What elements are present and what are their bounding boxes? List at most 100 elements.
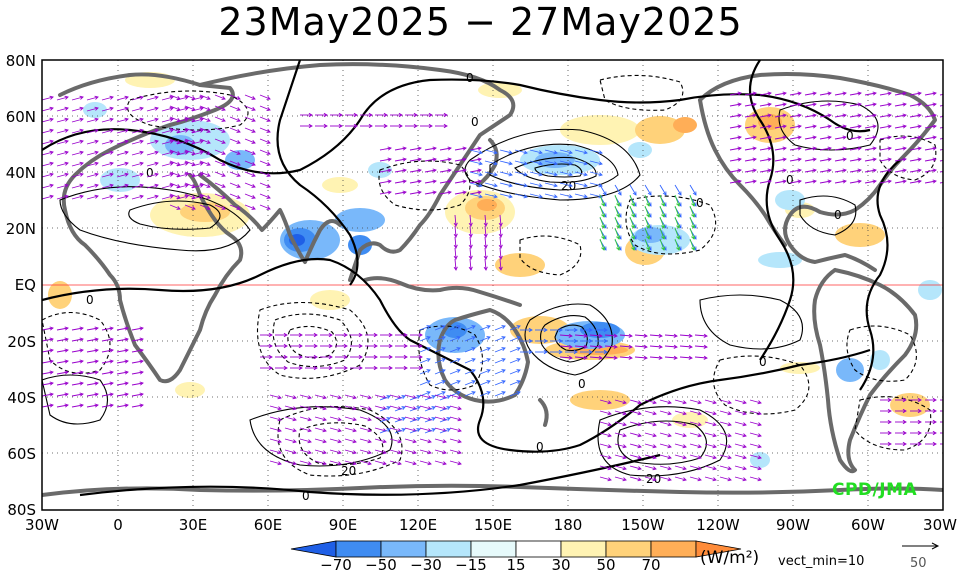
vector-arrow [774, 92, 787, 96]
colorbar-tick-label: −15 [455, 556, 487, 574]
vector-arrow [909, 180, 922, 184]
vector-arrowhead [872, 157, 877, 162]
vector-arrowhead [343, 343, 348, 349]
vector-arrowhead [79, 117, 84, 122]
vector-arrow [789, 114, 802, 118]
vector-arrow [269, 438, 282, 443]
vector-arrow [484, 225, 487, 238]
vector-arrow [71, 404, 84, 408]
vector-arrowhead [471, 391, 476, 395]
vector-arrow [894, 158, 907, 162]
vector-arrowhead [757, 444, 762, 449]
contour-label: 20 [341, 464, 356, 478]
vector-arrowhead [742, 422, 747, 427]
vector-arrowhead [398, 112, 403, 118]
vector-arrow [169, 116, 181, 122]
vector-arrowhead [501, 325, 506, 329]
vector-arrow [161, 96, 174, 101]
vector-arrowhead [49, 128, 54, 133]
vector-arrowhead [154, 194, 159, 199]
vector-arrowhead [462, 146, 467, 151]
vector-arrowhead [543, 349, 548, 355]
vector-arrowhead [266, 107, 271, 111]
vector-arrow [749, 410, 762, 415]
vector-arrowhead [471, 347, 476, 351]
vector-arrow [629, 432, 642, 437]
vector-arrowhead [64, 326, 69, 331]
vector-arrow [644, 184, 652, 196]
vector-arrow [759, 92, 772, 96]
vector-arrowhead [64, 359, 69, 364]
vector-arrowhead [887, 397, 892, 403]
vector-arrow [146, 129, 159, 134]
vector-arrowhead [124, 139, 129, 144]
vector-arrowhead [742, 400, 747, 405]
vector-arrowhead [917, 146, 922, 151]
vector-arrow [619, 345, 633, 348]
vector-arrowhead [154, 150, 159, 155]
vector-arrowhead [426, 347, 431, 351]
vector-arrow [131, 349, 144, 353]
vector-arrowhead [932, 113, 937, 118]
vector-arrow [599, 184, 607, 196]
vector-arrow [314, 416, 327, 421]
vector-arrowhead [662, 191, 667, 196]
vector-arrow [864, 125, 877, 129]
vector-arrow [199, 138, 211, 144]
vector-arrow [484, 160, 498, 165]
vector-arrowhead [426, 358, 431, 362]
vector-arrow [559, 334, 573, 337]
vector-arrowhead [528, 349, 533, 355]
vector-arrowhead [64, 392, 69, 397]
vector-arrowhead [428, 112, 433, 118]
vector-arrowhead [558, 338, 563, 344]
vector-arrow [359, 427, 372, 432]
vector-arrowhead [292, 461, 297, 466]
vector-arrow [649, 356, 663, 359]
vector-arrow [284, 416, 297, 421]
vector-arrowhead [139, 381, 144, 386]
vector-arrow [184, 171, 196, 177]
lon-label-150e: 150E [473, 516, 513, 534]
vector-arrowhead [184, 106, 189, 111]
vector-arrow [894, 114, 907, 118]
vector-arrowhead [477, 146, 482, 151]
vector-arrow [464, 325, 476, 331]
vector-arrowhead [139, 326, 144, 331]
vector-arrow [879, 147, 892, 151]
vector-arrow [394, 169, 407, 173]
vector-arrow [849, 92, 862, 96]
vector-arrow [939, 148, 943, 151]
vector-arrowhead [251, 118, 256, 122]
vector-arrow [659, 421, 672, 426]
vector-arrowhead [176, 162, 181, 166]
vector-arrowhead [628, 355, 633, 360]
vector-arrow [909, 92, 922, 96]
vector-arrow [184, 94, 196, 100]
vector-arrow [499, 149, 513, 154]
vector-arrow [229, 171, 241, 177]
lon-label-180: 180 [553, 516, 583, 534]
vector-arrowhead [917, 113, 922, 118]
vector-arrowhead [948, 103, 951, 106]
vector-arrow [434, 416, 447, 421]
vector-arrow [314, 394, 327, 399]
vector-arrowhead [553, 172, 558, 177]
vector-arrow [574, 334, 588, 337]
vector-arrow [864, 103, 877, 107]
vector-arrowhead [64, 348, 69, 353]
vector-arrow [499, 193, 513, 198]
vector-arrowhead [613, 355, 618, 360]
vector-arrowhead [603, 327, 608, 333]
vector-arrow [404, 438, 417, 443]
vector-arrow [86, 404, 99, 408]
vector-arrowhead [598, 344, 603, 349]
vector-arrowhead [94, 106, 99, 111]
vector-arrow [419, 416, 432, 421]
vector-arrow [379, 169, 392, 173]
vector-arrowhead [169, 128, 174, 133]
credit-label: CPD/JMA [832, 480, 918, 500]
vector-arrowhead [558, 349, 563, 355]
vector-arrow [71, 129, 84, 134]
vector-arrowhead [176, 206, 181, 210]
